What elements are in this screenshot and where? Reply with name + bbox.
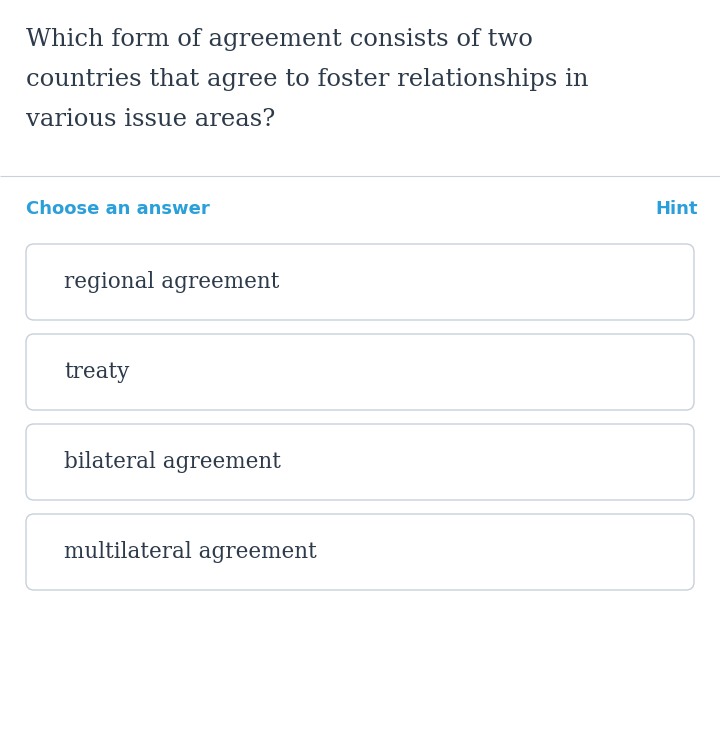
FancyBboxPatch shape [26, 424, 694, 500]
FancyBboxPatch shape [26, 514, 694, 590]
Text: Hint: Hint [655, 200, 698, 218]
Text: regional agreement: regional agreement [64, 271, 279, 293]
Text: bilateral agreement: bilateral agreement [64, 451, 281, 473]
Text: countries that agree to foster relationships in: countries that agree to foster relations… [26, 68, 588, 91]
Text: Choose an answer: Choose an answer [26, 200, 210, 218]
FancyBboxPatch shape [26, 244, 694, 320]
Text: Which form of agreement consists of two: Which form of agreement consists of two [26, 28, 533, 51]
Text: treaty: treaty [64, 361, 130, 383]
Text: multilateral agreement: multilateral agreement [64, 541, 317, 563]
Text: various issue areas?: various issue areas? [26, 108, 275, 131]
FancyBboxPatch shape [26, 334, 694, 410]
